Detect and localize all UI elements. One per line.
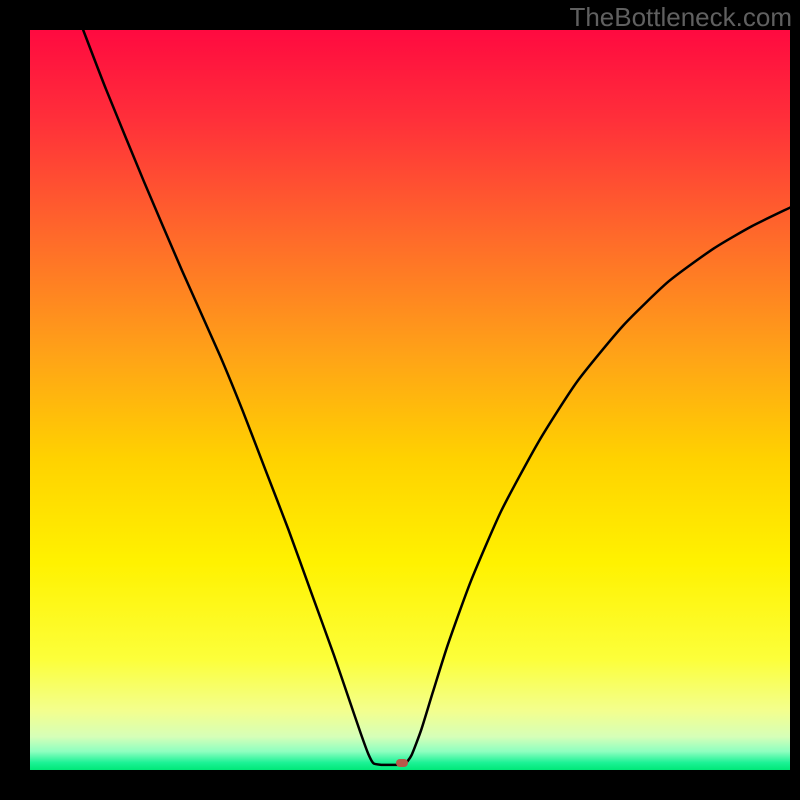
- chart-frame: { "watermark": "TheBottleneck.com", "cha…: [0, 0, 800, 800]
- watermark-text: TheBottleneck.com: [569, 2, 792, 33]
- chart-background: [30, 30, 790, 770]
